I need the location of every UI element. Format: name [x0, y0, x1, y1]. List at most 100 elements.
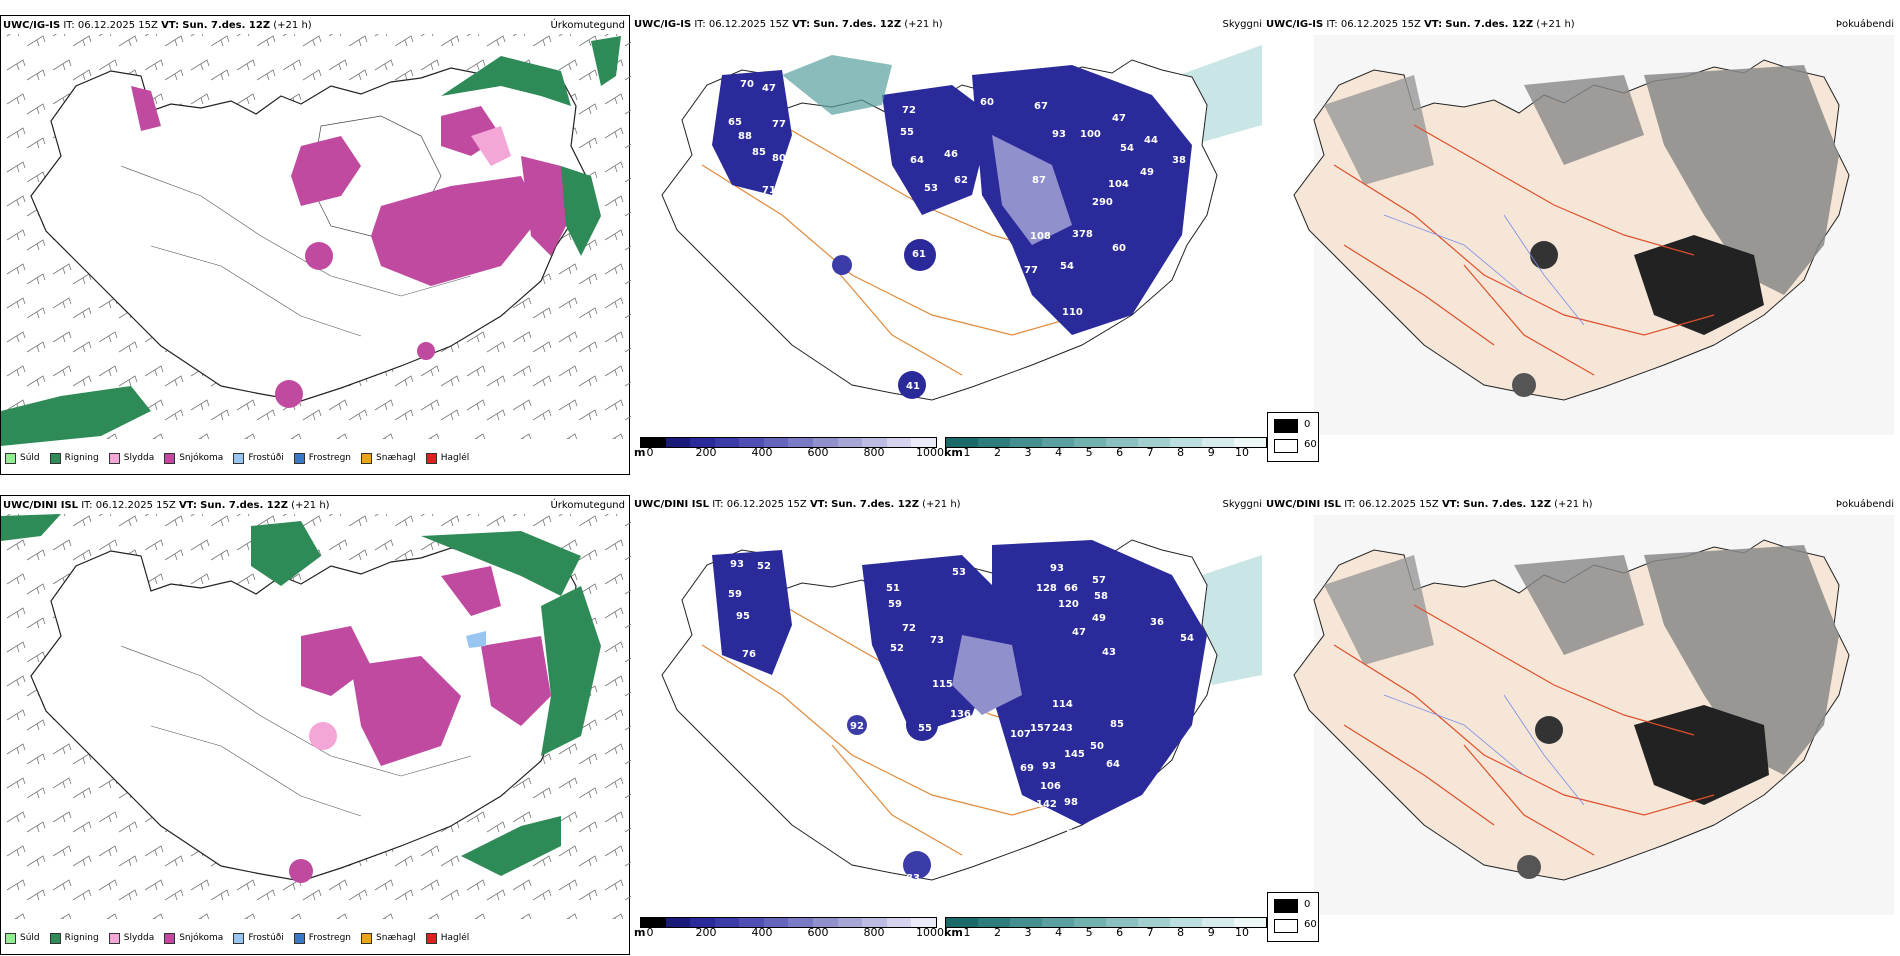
- rain-area: [1, 514, 61, 541]
- visibility-colorbar: [945, 437, 1267, 448]
- svg-text:88: 88: [738, 131, 752, 142]
- legend-item-rain: Rigning: [49, 452, 99, 464]
- svg-text:80: 80: [772, 153, 786, 164]
- cloud-base-labels: 70 47 65 88 85 80 77 71 72 55 64 53 62 4…: [728, 79, 1186, 392]
- svg-text:378: 378: [1072, 229, 1093, 240]
- svg-text:142: 142: [1036, 799, 1057, 810]
- precip-type-panel-row2: UWC/DINI ISL IT: 06.12.2025 15Z VT: Sun.…: [0, 495, 631, 955]
- svg-text:65: 65: [728, 117, 742, 128]
- rain-area: [541, 586, 601, 756]
- precip-legend: Súld Rigning Slydda Snjókoma Frostúði Fr…: [5, 928, 469, 948]
- svg-text:85: 85: [752, 147, 766, 158]
- legend-item-snow: Snjókoma: [164, 452, 223, 464]
- sleet-area: [309, 722, 337, 750]
- svg-text:77: 77: [772, 119, 786, 130]
- svg-text:115: 115: [932, 679, 953, 690]
- svg-text:43: 43: [1102, 647, 1116, 658]
- panel-header: UWC/DINI ISL IT: 06.12.2025 15Z VT: Sun.…: [634, 499, 961, 510]
- rain-area: [561, 166, 601, 256]
- svg-text:52: 52: [757, 561, 771, 572]
- fog-map: [1293, 35, 1894, 435]
- svg-text:107: 107: [1010, 729, 1031, 740]
- cloud-visibility-panel-row2: UWC/DINI ISL IT: 06.12.2025 15Z VT: Sun.…: [632, 495, 1262, 955]
- rain-area: [1, 386, 151, 446]
- legend-item-snow-pellets: Snæhagl: [361, 932, 416, 944]
- svg-text:72: 72: [902, 105, 916, 116]
- svg-text:58: 58: [1094, 591, 1108, 602]
- svg-text:76: 76: [742, 649, 756, 660]
- svg-text:47: 47: [1072, 627, 1086, 638]
- legend-item-snow: Snjókoma: [164, 932, 223, 944]
- legend-item-freezing-drizzle: Frostúði: [233, 932, 284, 944]
- panel-header: UWC/DINI ISL IT: 06.12.2025 15Z VT: Sun.…: [3, 500, 330, 511]
- svg-text:60: 60: [980, 97, 994, 108]
- svg-text:38: 38: [1172, 155, 1186, 166]
- svg-text:59: 59: [728, 589, 742, 600]
- legend-item-hail: Haglél: [425, 932, 469, 944]
- cloud-base-ticks: 0 200 400 600 800 1000: [646, 446, 945, 459]
- legend-item-freezing-drizzle: Frostúði: [233, 452, 284, 464]
- svg-text:243: 243: [1052, 723, 1073, 734]
- snow-area: [521, 156, 571, 256]
- svg-text:290: 290: [1092, 197, 1113, 208]
- cloud-visibility-panel-row1: UWC/IG-IS IT: 06.12.2025 15Z VT: Sun. 7.…: [632, 15, 1262, 475]
- rain-area: [441, 56, 571, 106]
- precip-map: [1, 514, 631, 919]
- svg-text:55: 55: [900, 127, 914, 138]
- panel-title: Þokuábendi: [1835, 19, 1894, 30]
- fog-indicator-panel-row1: UWC/IG-IS IT: 06.12.2025 15Z VT: Sun. 7.…: [1264, 15, 1894, 475]
- svg-text:44: 44: [1144, 135, 1158, 146]
- rain-area: [251, 521, 321, 586]
- visibility-unit: km: [944, 446, 963, 459]
- svg-text:145: 145: [1064, 749, 1085, 760]
- svg-text:77: 77: [1024, 265, 1038, 276]
- rain-area: [461, 816, 561, 876]
- snow-area: [131, 86, 161, 131]
- panel-header: UWC/DINI ISL IT: 06.12.2025 15Z VT: Sun.…: [1266, 499, 1593, 510]
- svg-text:110: 110: [1062, 307, 1083, 318]
- svg-text:66: 66: [1064, 583, 1078, 594]
- svg-text:67: 67: [1034, 101, 1048, 112]
- panel-title: Úrkomutegund: [550, 20, 625, 31]
- svg-text:95: 95: [736, 611, 750, 622]
- svg-text:104: 104: [1108, 179, 1129, 190]
- snow-area: [289, 859, 313, 883]
- visibility-unit: km: [944, 926, 963, 939]
- svg-text:53: 53: [952, 567, 966, 578]
- cloud-base-colorbar: [640, 437, 937, 448]
- snow-area: [275, 380, 303, 408]
- svg-text:98: 98: [1064, 797, 1078, 808]
- svg-text:53: 53: [924, 183, 938, 194]
- svg-text:59: 59: [888, 599, 902, 610]
- svg-text:83: 83: [906, 873, 920, 884]
- svg-text:93: 93: [1052, 129, 1066, 140]
- cloud-base-ticks: 0 200 400 600 800 1000: [646, 926, 945, 939]
- snow-area: [441, 566, 501, 616]
- svg-text:108: 108: [1030, 231, 1051, 242]
- svg-text:87: 87: [1032, 175, 1046, 186]
- svg-text:40: 40: [1060, 335, 1074, 346]
- legend-item-hail: Haglél: [425, 452, 469, 464]
- cloud-base-unit: m: [634, 446, 646, 459]
- svg-text:61: 61: [912, 249, 926, 260]
- fog-legend: 0 60: [1267, 892, 1319, 942]
- svg-text:93: 93: [1050, 563, 1064, 574]
- svg-text:93: 93: [730, 559, 744, 570]
- cloud-base-map: 70 47 65 88 85 80 77 71 72 55 64 53 62 4…: [661, 45, 1262, 401]
- panel-header: UWC/IG-IS IT: 06.12.2025 15Z VT: Sun. 7.…: [3, 20, 312, 31]
- svg-text:64: 64: [1106, 759, 1120, 770]
- svg-text:70: 70: [740, 79, 754, 90]
- panel-header: UWC/IG-IS IT: 06.12.2025 15Z VT: Sun. 7.…: [1266, 19, 1575, 30]
- svg-text:72: 72: [902, 623, 916, 634]
- svg-text:47: 47: [762, 83, 776, 94]
- svg-text:92: 92: [850, 721, 864, 732]
- cloud-base-map: 93 52 59 95 76 51 59 72 52 73 53 93 128 …: [661, 539, 1262, 884]
- svg-text:128: 128: [1036, 583, 1057, 594]
- sleet-area: [471, 126, 511, 166]
- svg-text:49: 49: [1092, 613, 1106, 624]
- legend-item-sleet: Slydda: [108, 932, 154, 944]
- fog-indicator-panel-row2: UWC/DINI ISL IT: 06.12.2025 15Z VT: Sun.…: [1264, 495, 1894, 955]
- legend-item-drizzle: Súld: [5, 452, 40, 464]
- svg-text:85: 85: [1110, 719, 1124, 730]
- panel-title: Skyggni: [1222, 499, 1262, 510]
